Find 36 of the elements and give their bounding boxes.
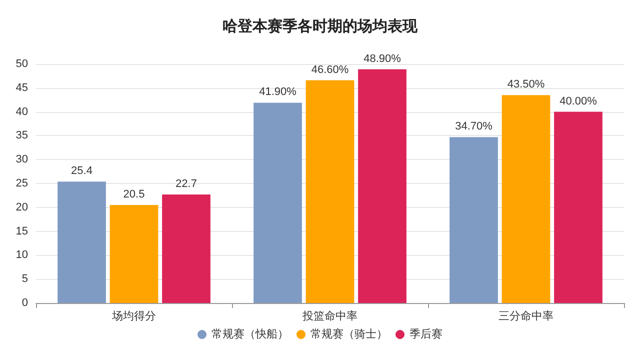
- legend-label: 常规赛（骑士）: [310, 328, 388, 340]
- chart-title: 哈登本赛季各时期的场均表现: [222, 17, 418, 35]
- data-label: 20.5: [123, 188, 145, 201]
- y-tick-label: 45: [16, 82, 28, 94]
- y-tick-label: 50: [16, 58, 28, 70]
- legend-label: 季后赛: [410, 328, 442, 340]
- x-tick-label: 投篮命中率: [302, 310, 358, 322]
- data-label: 48.90%: [364, 52, 402, 65]
- bar: [58, 182, 106, 303]
- y-tick-label: 0: [22, 297, 28, 309]
- bar: [306, 80, 354, 303]
- y-tick-label: 20: [16, 201, 28, 214]
- y-tick-label: 5: [22, 273, 28, 286]
- data-label: 40.00%: [560, 95, 598, 108]
- data-label: 34.70%: [455, 120, 493, 133]
- y-tick-label: 40: [16, 106, 28, 118]
- x-tick-label: 场均得分: [111, 310, 156, 322]
- y-tick-label: 35: [16, 130, 28, 142]
- data-label: 43.50%: [507, 78, 545, 91]
- data-label: 22.7: [176, 178, 197, 190]
- data-label: 41.90%: [259, 86, 297, 98]
- data-label: 25.4: [71, 165, 92, 178]
- y-tick-label: 15: [16, 225, 28, 238]
- bar: [110, 205, 158, 303]
- y-tick-label: 10: [16, 249, 28, 262]
- legend-label: 常规赛（快船）: [212, 328, 288, 340]
- x-tick-label: 三分命中率: [498, 310, 554, 322]
- y-tick-label: 30: [16, 154, 28, 166]
- bar: [254, 102, 302, 303]
- bar: [450, 137, 498, 303]
- bar: [358, 69, 406, 303]
- y-tick-label: 25: [16, 178, 28, 190]
- bar: [162, 194, 210, 303]
- bar: [554, 112, 602, 303]
- data-label: 46.60%: [311, 64, 349, 76]
- bar: [502, 95, 550, 303]
